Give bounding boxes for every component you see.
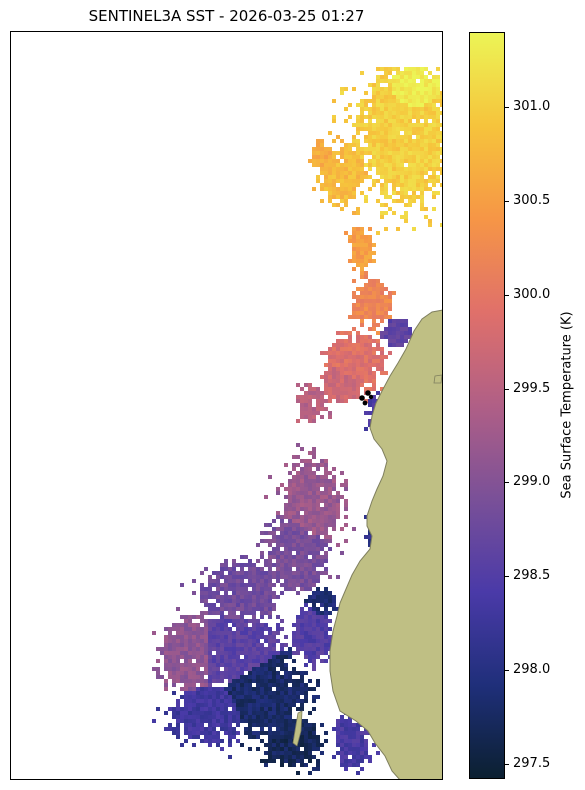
land-mass [329, 309, 443, 780]
colorbar-label: Sea Surface Temperature (K) [559, 311, 575, 499]
colorbar-tick-label: 299.5 [513, 380, 551, 396]
sst-map [10, 31, 443, 780]
colorbar-tick-label: 301.0 [513, 99, 551, 115]
colorbar-tick-label: 298.5 [513, 568, 551, 584]
colorbar-ticks: 297.5 298.0 298.5 299.0 299.5 300.0 300.5 301.0 [505, 32, 565, 779]
islet [433, 374, 443, 384]
map-title: SENTINEL3A SST - 2026-03-25 01:27 [88, 7, 365, 25]
colorbar-tick-label: 300.0 [513, 286, 551, 302]
colorbar-tick-label: 297.5 [513, 755, 551, 771]
colorbar-tick-label: 300.5 [513, 192, 551, 208]
colorbar-tick-label: 299.0 [513, 474, 551, 490]
colorbar [469, 32, 505, 779]
island [292, 710, 303, 747]
map-frame-border [10, 31, 443, 780]
station-markers [359, 390, 374, 406]
colorbar-tick-label: 298.0 [513, 662, 551, 678]
